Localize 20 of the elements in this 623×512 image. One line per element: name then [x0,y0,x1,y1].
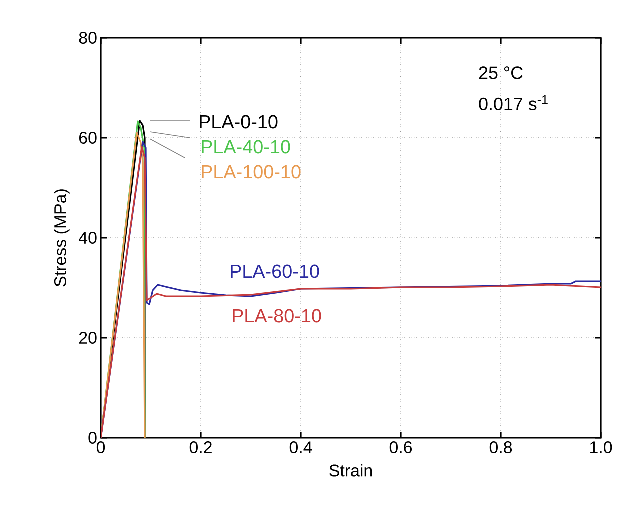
series-label: PLA-80-10 [233,309,322,323]
y-axis-title: Stress (MPa) [54,190,70,287]
annotation: 0.017 s$^{-1}$ [479,95,548,111]
x-tick-label: 0.2 [190,442,212,454]
x-tick-label: 0.8 [490,442,512,454]
series-label: PLA-60-10 [231,264,320,278]
x-tick-label: 0 [96,442,106,454]
text: PLA-40-10 [202,140,290,154]
y-tick-label: 80 [79,32,97,44]
y-tick-label: 60 [80,132,97,144]
x-tick-label: 1.0 [590,442,612,454]
x-tick-label: 0.6 [390,442,412,454]
y-tick-label: 0 [88,432,97,444]
y-tick-label: 40 [79,232,97,244]
text: PLA-0-10 [200,115,278,129]
x-tick-label: 0.4 [290,442,312,454]
y-tick-label: 20 [80,332,97,344]
text: PLA-100-10 [202,165,301,179]
x-axis-title: Strain [330,464,372,477]
annotation: 25 °C [479,66,523,80]
